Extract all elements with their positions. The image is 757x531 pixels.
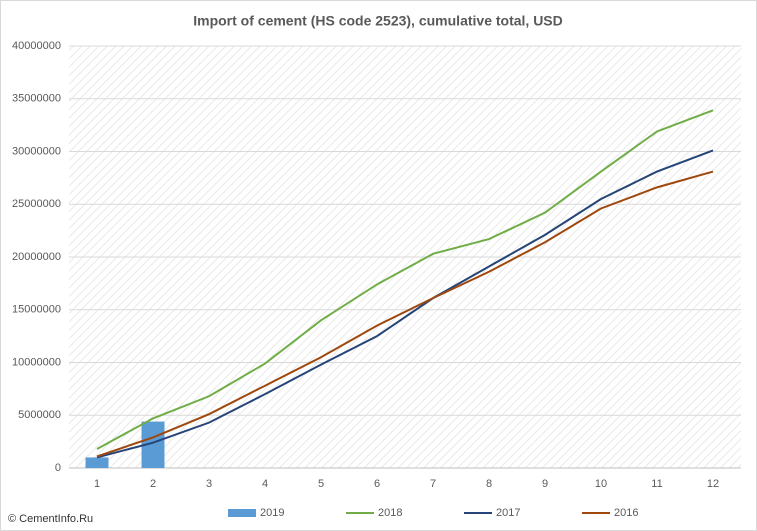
legend-label: 2019: [260, 507, 284, 519]
x-tick-label: 2: [150, 478, 156, 490]
y-tick-label: 20000000: [12, 251, 61, 263]
chart-title: Import of cement (HS code 2523), cumulat…: [193, 13, 563, 29]
x-tick-label: 11: [651, 478, 662, 490]
y-tick-label: 30000000: [12, 145, 61, 157]
x-tick-label: 5: [318, 478, 324, 490]
y-tick-label: 40000000: [12, 40, 61, 52]
y-tick-label: 35000000: [12, 93, 61, 105]
line: [96, 170, 714, 458]
x-tick-label: 7: [430, 478, 436, 490]
line: [96, 149, 714, 459]
x-tick-label: 10: [595, 478, 607, 490]
y-tick-label: 0: [55, 462, 61, 474]
y-tick-label: 15000000: [12, 304, 61, 316]
y-tick-label: 10000000: [12, 356, 61, 368]
x-tick-label: 4: [262, 478, 268, 490]
x-tick-label: 3: [206, 478, 212, 490]
legend-swatch: [228, 509, 256, 517]
line: [96, 109, 714, 450]
legend-label: 2016: [614, 507, 638, 519]
bar: [141, 421, 165, 468]
legend-label: 2018: [378, 507, 402, 519]
y-tick-label: 5000000: [18, 409, 61, 421]
x-tick-label: 8: [486, 478, 492, 490]
legend-label: 2017: [496, 507, 520, 519]
x-tick-label: 9: [542, 478, 548, 490]
x-tick-label: 12: [707, 478, 719, 490]
y-tick-label: 25000000: [12, 198, 61, 210]
bar: [85, 457, 109, 468]
watermark: © CementInfo.Ru: [8, 513, 93, 525]
x-tick-label: 6: [374, 478, 380, 490]
x-tick-label: 1: [94, 478, 100, 490]
